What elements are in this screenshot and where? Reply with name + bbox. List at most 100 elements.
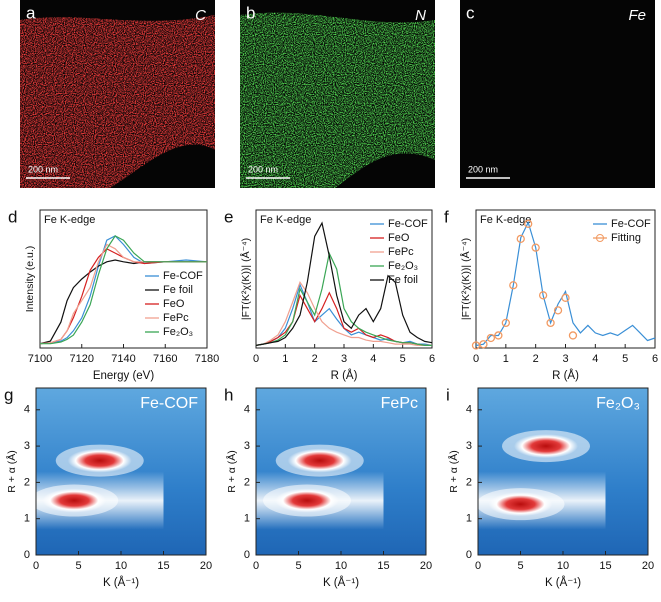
fit-point (471, 341, 481, 350)
legend-label: Fitting (611, 232, 641, 244)
data-line (475, 220, 656, 347)
y-tick-label: 2 (24, 476, 30, 488)
map-speckle (460, 0, 655, 188)
x-tick-label: 6 (429, 353, 435, 365)
x-tick-label: 0 (473, 353, 479, 365)
y-tick-label: 0 (466, 549, 472, 561)
x-tick-label: 2 (312, 353, 318, 365)
fit-point (553, 306, 563, 315)
fit-point (494, 331, 503, 340)
x-tick-label: 4 (592, 353, 598, 365)
element-label: C (195, 7, 206, 24)
data-line (255, 281, 432, 346)
fit-point (531, 243, 540, 252)
scale-label: 200 nm (248, 164, 278, 174)
x-tick-label: 0 (33, 560, 39, 572)
panel-letter: g (4, 385, 13, 404)
y-tick-label: 4 (24, 404, 30, 416)
map-signal (460, 0, 655, 188)
chart-title: Fe K-edge (480, 214, 531, 226)
x-tick-label: 20 (200, 560, 212, 572)
x-tick-label: 4 (370, 353, 376, 365)
panel-letter: f (444, 207, 449, 226)
chart-title: Fe K-edge (44, 214, 95, 226)
legend-label: Fe₂O₃ (388, 260, 418, 272)
x-tick-label: 3 (341, 353, 347, 365)
legend-label: FePc (163, 312, 189, 324)
x-tick-label: 0 (253, 560, 259, 572)
legend-label: Fe₂O₃ (163, 326, 193, 338)
x-tick-label: 7160 (153, 353, 177, 365)
y-tick-label: 4 (244, 404, 250, 416)
chart-title: Fe K-edge (260, 214, 311, 226)
x-tick-label: 5 (75, 560, 81, 572)
data-line (255, 251, 432, 346)
x-tick-label: 15 (599, 560, 611, 572)
x-tick-label: 7140 (111, 353, 135, 365)
eds-map: b N 200 nm (240, 0, 435, 188)
x-tick-label: 1 (503, 353, 509, 365)
panel-letter: h (224, 385, 233, 404)
y-tick-label: 3 (244, 440, 250, 452)
scale-label: 200 nm (468, 164, 498, 174)
y-tick-label: 3 (466, 440, 472, 452)
data-line (255, 221, 433, 346)
y-tick-label: 0 (244, 549, 250, 561)
x-tick-label: 15 (157, 560, 169, 572)
chart-title: Fe₂O₃ (596, 395, 640, 412)
panel-letter: d (8, 207, 17, 226)
chart-title: Fe-COF (140, 395, 198, 412)
x-axis-label: K (Å⁻¹) (103, 576, 139, 589)
y-tick-label: 3 (24, 440, 30, 452)
fit-point (486, 333, 496, 343)
eds-map: a C 200 nm (20, 0, 215, 188)
y-tick-label: 2 (466, 476, 472, 488)
y-tick-label: 0 (24, 549, 30, 561)
contour-peak (275, 488, 339, 513)
x-tick-label: 7100 (28, 353, 52, 365)
contour-peak (67, 448, 132, 473)
element-label: N (415, 7, 426, 24)
legend-label: Fe-COF (163, 270, 203, 282)
fit-point (479, 340, 488, 349)
y-tick-label: 2 (244, 476, 250, 488)
panel-letter: c (466, 3, 475, 22)
x-tick-label: 5 (295, 560, 301, 572)
x-tick-label: 10 (115, 560, 127, 572)
x-tick-label: 2 (533, 353, 539, 365)
legend-label: FeO (163, 298, 185, 310)
legend-label: Fe-COF (611, 218, 651, 230)
legend-label: Fe foil (388, 274, 418, 286)
contour-peak (42, 488, 107, 513)
y-axis-label: Intensity (e.u.) (24, 246, 36, 313)
y-tick-label: 4 (466, 404, 472, 416)
legend-label: FeO (388, 232, 410, 244)
y-tick-label: 1 (24, 513, 30, 525)
fit-point (546, 318, 555, 328)
legend-label: Fe foil (163, 284, 193, 296)
x-tick-label: 0 (475, 560, 481, 572)
x-tick-label: 15 (377, 560, 389, 572)
fit-point (509, 281, 518, 290)
y-tick-label: 1 (244, 513, 250, 525)
legend-label: Fe-COF (388, 218, 428, 230)
fit-point (501, 318, 510, 328)
x-axis-label: Energy (eV) (93, 370, 155, 382)
x-axis-label: R (Å) (331, 369, 358, 382)
chart-title: FePc (381, 395, 418, 412)
fit-point (516, 234, 525, 244)
fit-point (538, 291, 548, 300)
panel-letter: a (26, 3, 36, 22)
scale-label: 200 nm (28, 164, 58, 174)
x-tick-label: 5 (400, 353, 406, 365)
y-axis-label: |FT(K²χ(K))| (Å⁻⁴) (239, 238, 252, 320)
x-tick-label: 7120 (70, 353, 94, 365)
y-axis-label: R + α (Å) (447, 450, 460, 493)
x-axis-label: K (Å⁻¹) (323, 576, 359, 589)
x-tick-label: 20 (420, 560, 432, 572)
contour-peak (287, 448, 352, 473)
x-tick-label: 7180 (195, 353, 219, 365)
y-tick-label: 1 (466, 513, 472, 525)
x-tick-label: 0 (253, 353, 259, 365)
x-tick-label: 1 (282, 353, 288, 365)
